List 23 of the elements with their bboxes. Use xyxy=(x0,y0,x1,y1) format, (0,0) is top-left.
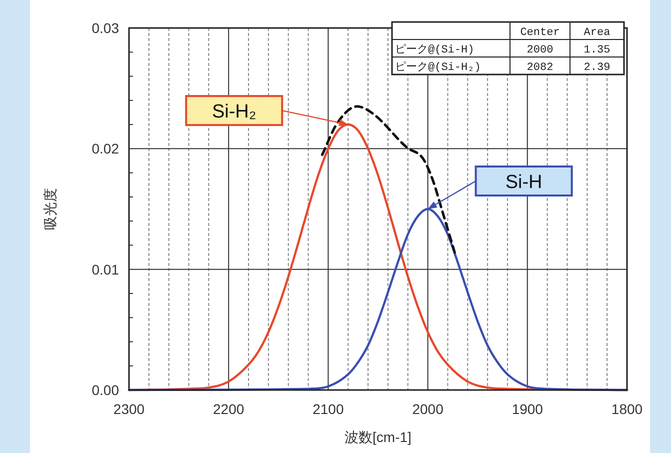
annotation: 2.39 xyxy=(584,62,610,74)
y-tick-label: 0.01 xyxy=(92,261,120,278)
x-tick-label: 1800 xyxy=(611,401,643,417)
annotation: 2000 xyxy=(526,44,554,56)
x-tick-label: 2300 xyxy=(113,401,145,417)
line-series xyxy=(320,105,456,254)
y-axis-title: 吸光度 xyxy=(42,188,58,230)
x-tick-label: 2100 xyxy=(312,401,344,417)
y-tick-label: 0.00 xyxy=(92,382,120,398)
annotation: ピーク@(Si-H) xyxy=(395,44,474,56)
annotation: Si-H xyxy=(505,172,542,193)
y-tick-label: 0.02 xyxy=(92,140,120,157)
x-tick-label: 2200 xyxy=(213,401,244,417)
x-tick-label: 1900 xyxy=(512,401,544,417)
x-axis-title: 波数[cm-1] xyxy=(344,429,412,445)
y-tick-label: 0.03 xyxy=(92,20,120,36)
annotation: Si-H₂ xyxy=(212,102,256,123)
annotation: 2082 xyxy=(526,62,554,74)
annotation: ピーク@(Si-H₂) xyxy=(395,61,481,74)
x-tick-label: 2000 xyxy=(412,401,444,417)
annotation: Center xyxy=(520,27,560,39)
annotation: Area xyxy=(584,27,611,39)
annotation: 1.35 xyxy=(584,44,610,56)
